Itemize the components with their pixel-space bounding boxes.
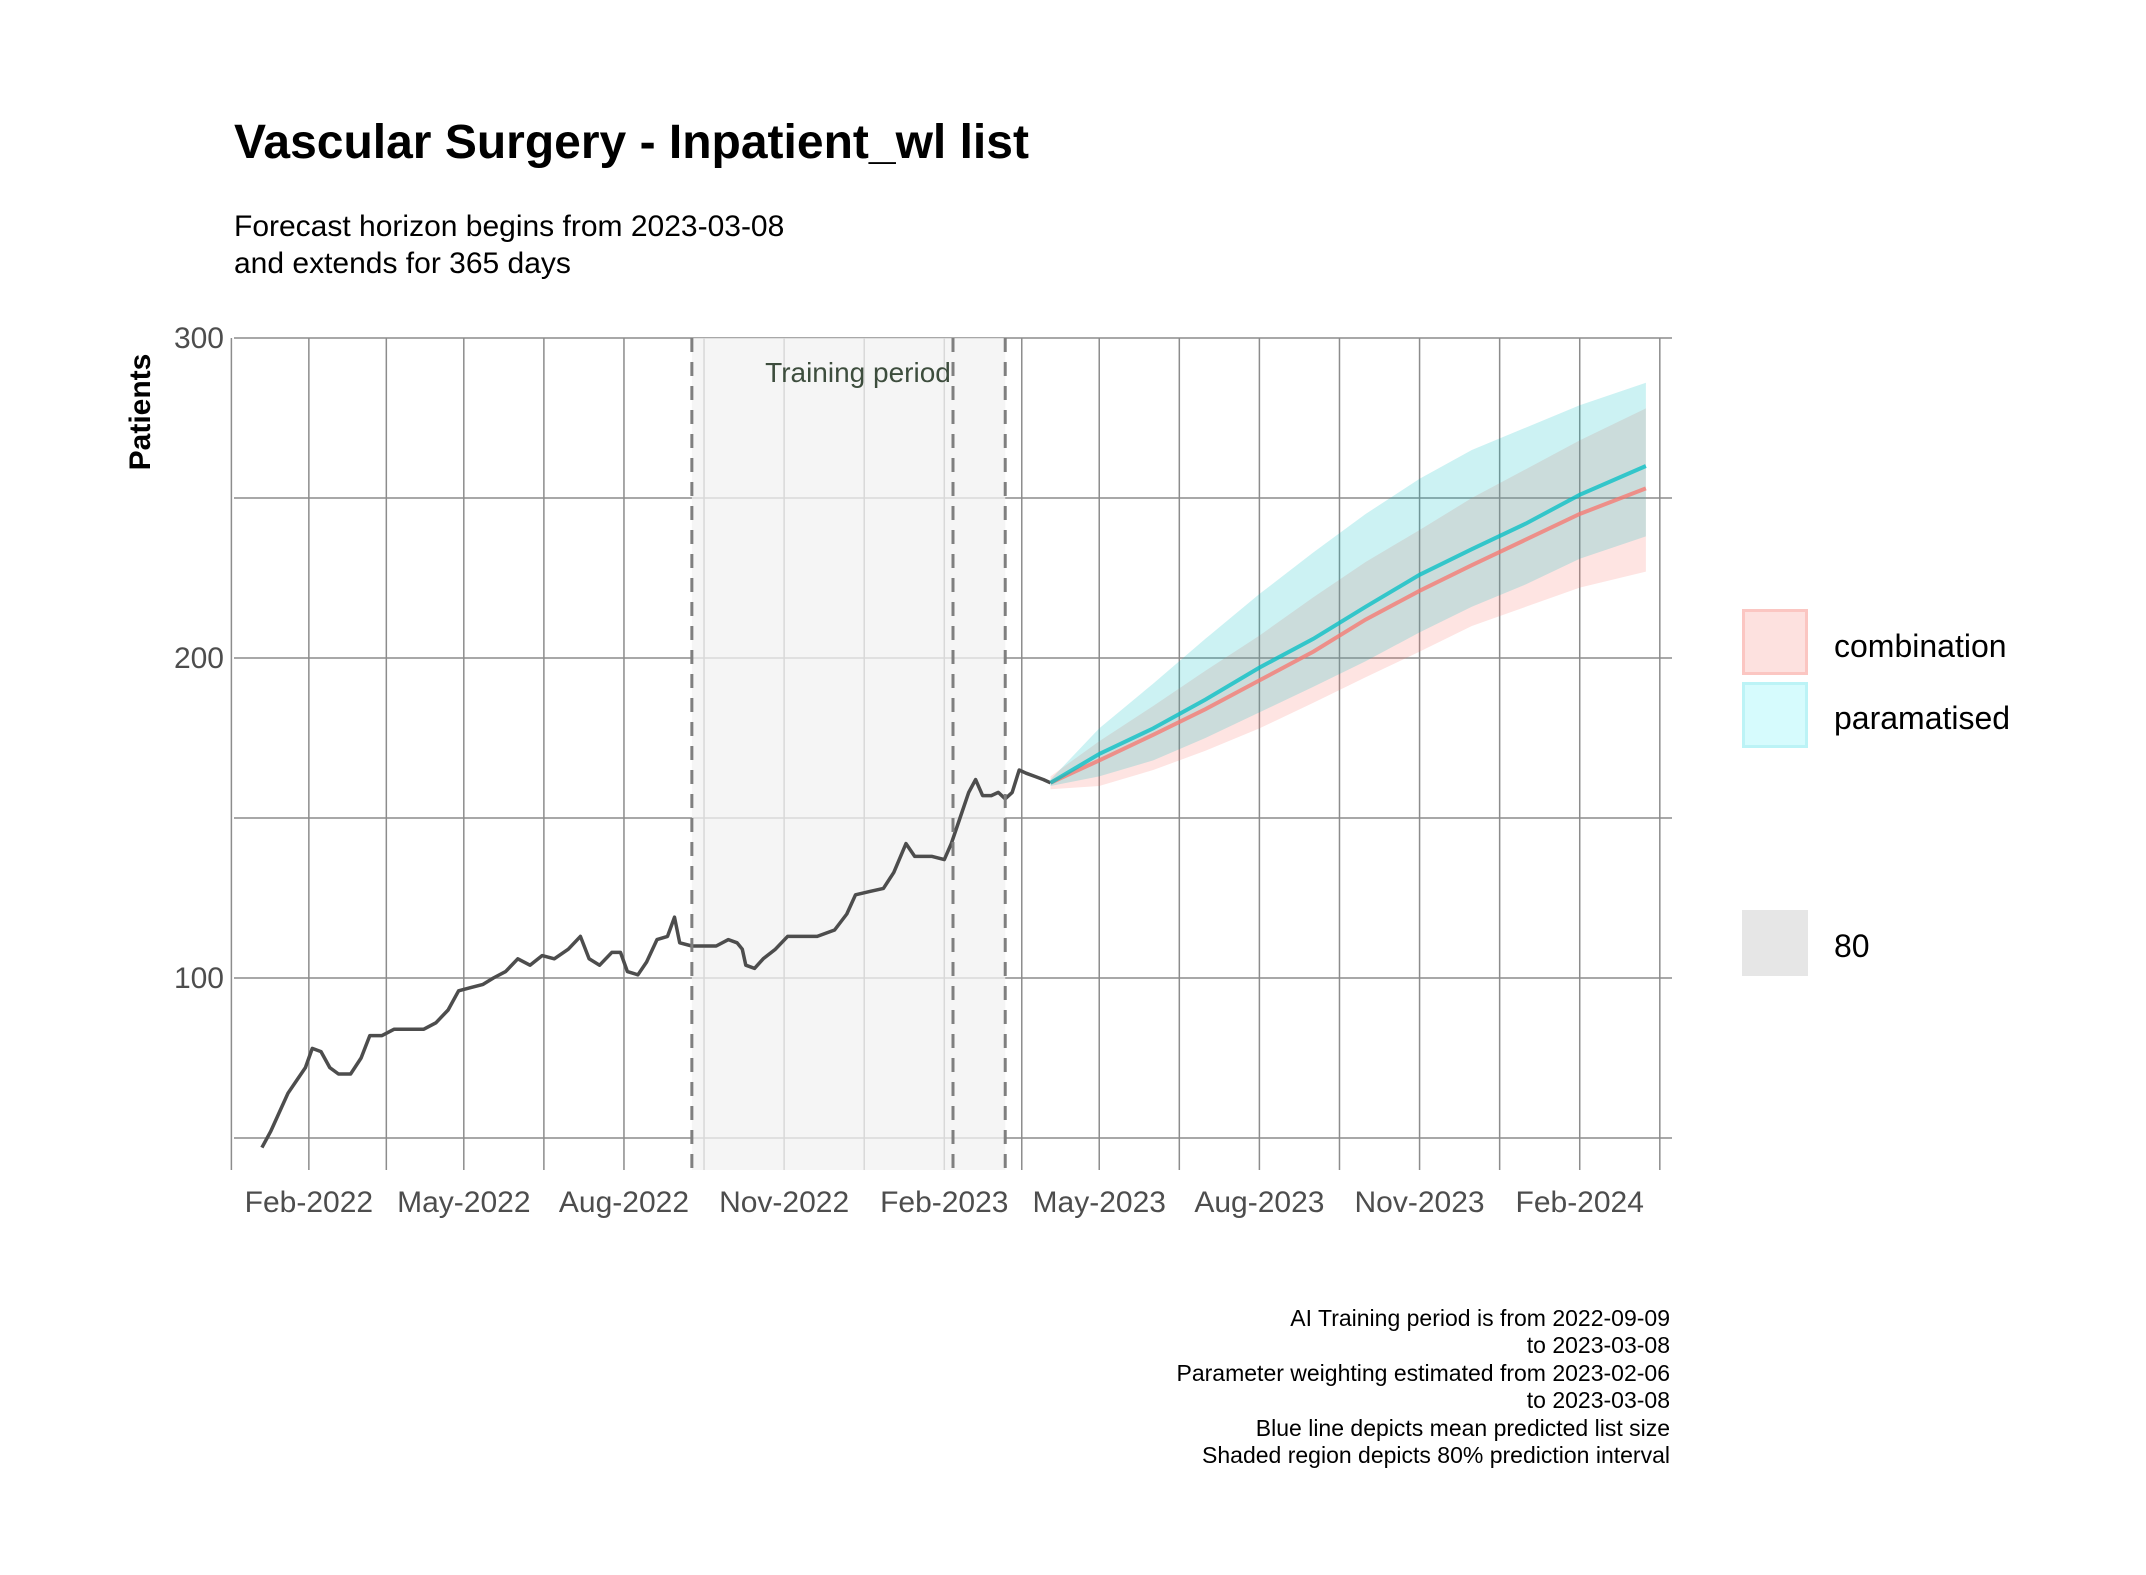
- series-line-combination: [1049, 486, 1647, 785]
- legend-key-interval: [1742, 910, 1808, 976]
- prediction-bands: [1050, 382, 1646, 790]
- period-shading: [691, 338, 1006, 1170]
- y-axis-label: Patients: [124, 354, 157, 471]
- legend-label-combination: combination: [1834, 628, 2007, 664]
- legend-key-paramatised: [1742, 682, 1808, 748]
- caption-line-1: AI Training period is from 2022-09-09: [1290, 1305, 1670, 1331]
- x-tick-label: Feb-2023: [880, 1186, 1008, 1219]
- observed-line: [260, 768, 1052, 1149]
- x-tick-label: Nov-2022: [719, 1186, 849, 1219]
- training-period-shade: [691, 338, 1006, 1170]
- x-tick-label: Aug-2022: [559, 1186, 689, 1219]
- legend-label-paramatised: paramatised: [1834, 700, 2011, 736]
- chart-title: Vascular Surgery - Inpatient_wl list: [234, 116, 1029, 169]
- y-tick-label: 200: [174, 642, 224, 675]
- caption-line-3: Parameter weighting estimated from 2023-…: [1176, 1360, 1670, 1386]
- period-markers: [690, 338, 1007, 1170]
- chart-subtitle-line-1: Forecast horizon begins from 2023-03-08: [234, 210, 785, 243]
- caption-line-2: to 2023-03-08: [1526, 1332, 1670, 1358]
- legend-label-interval: 80: [1834, 928, 1870, 964]
- chart-subtitle-line-2: and extends for 365 days: [234, 247, 571, 280]
- axis-ticks: 100 200 300 Feb-2022 May-2022 Aug-2022 Nov-202…: [174, 322, 1644, 1219]
- caption-line-6: Shaded region depicts 80% prediction int…: [1202, 1442, 1670, 1468]
- band-paramatised: [1050, 382, 1646, 786]
- y-tick-label: 300: [174, 322, 224, 355]
- x-tick-label: May-2023: [1033, 1186, 1166, 1219]
- band-combination: [1050, 408, 1646, 790]
- x-tick-label: Aug-2023: [1194, 1186, 1324, 1219]
- series-line-paramatised: [1049, 464, 1647, 785]
- caption-line-5: Blue line depicts mean predicted list si…: [1255, 1415, 1670, 1441]
- x-tick-label: May-2022: [397, 1186, 530, 1219]
- legend-key-combination: [1742, 609, 1808, 675]
- x-tick-label: Feb-2022: [245, 1186, 373, 1219]
- training-period-label: Training period: [765, 357, 951, 388]
- caption-line-4: to 2023-03-08: [1526, 1387, 1670, 1413]
- x-tick-label: Nov-2023: [1355, 1186, 1485, 1219]
- y-tick-label: 100: [174, 962, 224, 995]
- series-lines: [260, 464, 1647, 1149]
- x-tick-label: Feb-2024: [1516, 1186, 1644, 1219]
